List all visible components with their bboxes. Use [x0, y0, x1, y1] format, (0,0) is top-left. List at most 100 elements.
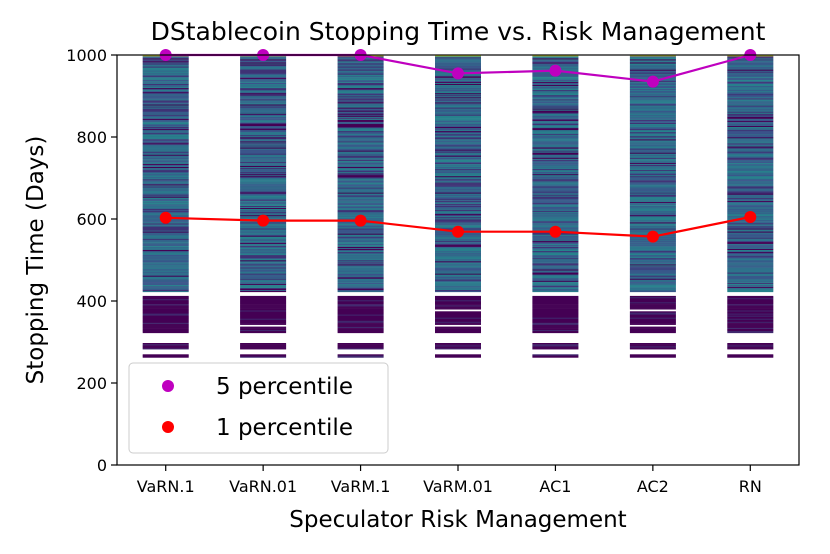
- bar-stripe: [629, 269, 676, 271]
- bar-stripe: [240, 208, 287, 211]
- bar-stripe: [337, 230, 384, 232]
- bar-stripe: [532, 256, 579, 259]
- bar-stripe: [532, 105, 579, 107]
- bar-stripe: [532, 95, 579, 97]
- bar-stripe: [337, 355, 384, 357]
- bar-stripe: [435, 344, 481, 346]
- bar-stripe: [435, 194, 481, 196]
- bar-stripe: [142, 272, 189, 274]
- bar-stripe: [435, 281, 481, 283]
- bar-stripe: [727, 158, 774, 160]
- bar-stripe: [727, 318, 774, 320]
- bar-stripe: [240, 273, 287, 275]
- bar-stripe: [142, 77, 189, 79]
- bar-stripe: [629, 178, 676, 180]
- bar-stripe: [435, 203, 481, 205]
- bar-stripe: [240, 63, 287, 65]
- bar-stripe: [337, 170, 384, 173]
- bar-stripe: [142, 143, 189, 145]
- bar-stripe: [240, 131, 287, 134]
- bar-stripe: [532, 346, 579, 348]
- bar-stripe: [629, 314, 676, 316]
- bar-stripe: [240, 184, 287, 186]
- bar-stripe: [240, 81, 287, 83]
- bar-stripe: [727, 170, 774, 173]
- bar-stripe: [727, 184, 774, 186]
- bar-stripe: [532, 112, 579, 114]
- bar-stripe: [142, 259, 189, 261]
- bar-stripe: [629, 284, 676, 286]
- bar-stripe: [629, 288, 676, 291]
- bar-stripe: [240, 136, 287, 138]
- bar-stripe: [240, 296, 287, 299]
- bar-stripe: [532, 104, 579, 106]
- bar-stripe: [337, 145, 384, 147]
- bar-stripe: [629, 193, 676, 195]
- bar-stripe: [240, 328, 287, 331]
- bar-stripe: [727, 183, 774, 185]
- bar-stripe: [240, 319, 287, 321]
- bar-stripe: [240, 167, 287, 170]
- bar-stripe: [240, 272, 287, 274]
- bar-stripe: [435, 120, 481, 122]
- bar-stripe: [629, 327, 676, 329]
- bar-stripe: [337, 315, 384, 317]
- bar-stripe: [532, 173, 579, 176]
- bar-stripe: [240, 189, 287, 191]
- bar-stripe: [337, 269, 384, 271]
- bar-stripe: [727, 259, 774, 261]
- bar-stripe: [142, 267, 189, 269]
- bar-stripe: [532, 164, 579, 167]
- bar-stripe: [532, 100, 579, 102]
- bar-stripe: [435, 186, 481, 188]
- bar-stripe: [337, 331, 384, 334]
- bar-stripe: [435, 295, 481, 298]
- bar-stripe: [435, 329, 481, 332]
- bar-stripe: [142, 240, 189, 242]
- bar-stripe: [240, 127, 287, 130]
- bar-stripe: [435, 188, 481, 190]
- bar-stripe: [629, 244, 676, 246]
- bar-stripe: [142, 111, 189, 113]
- bar-stripe: [435, 129, 481, 132]
- bar-stripe: [337, 237, 384, 239]
- bar-stripe: [240, 115, 287, 117]
- bar-stripe: [532, 254, 579, 257]
- bar-stripe: [240, 174, 287, 177]
- bar-stripe: [629, 142, 676, 144]
- bar-stripe: [240, 91, 287, 94]
- bar-stripe: [142, 346, 189, 348]
- bar-stripe: [142, 246, 189, 249]
- bar-stripe: [240, 227, 287, 229]
- bar-stripe: [142, 146, 189, 148]
- bar-stripe: [142, 278, 189, 280]
- bar-stripe: [240, 233, 287, 235]
- bar-stripe: [240, 165, 287, 168]
- bar-stripe: [629, 268, 676, 270]
- bar-stripe: [629, 57, 676, 59]
- bar-stripe: [240, 228, 287, 230]
- bar-stripe: [435, 202, 481, 204]
- bar-stripe: [337, 283, 384, 285]
- bar-stripe: [240, 129, 287, 132]
- bar-stripe: [435, 319, 481, 321]
- bar-stripe: [727, 255, 774, 258]
- bar-stripe: [629, 186, 676, 188]
- bar-stripe: [532, 57, 579, 59]
- bar-stripe: [142, 93, 189, 96]
- bar-stripe: [142, 72, 189, 74]
- bar-stripe: [240, 263, 287, 265]
- bar-stripe: [532, 356, 579, 358]
- bar-stripe: [337, 262, 384, 264]
- bar-stripe: [532, 245, 579, 247]
- bar-stripe: [532, 162, 579, 164]
- bar-stripe: [532, 76, 579, 78]
- bar-stripe: [142, 117, 189, 119]
- bar-stripe: [240, 204, 287, 206]
- bar-stripe: [240, 210, 287, 213]
- bar-stripe: [727, 154, 774, 156]
- bar-stripe: [629, 218, 676, 220]
- bar-stripe: [337, 321, 384, 323]
- bar-stripe: [435, 204, 481, 206]
- bar-stripe: [142, 119, 189, 121]
